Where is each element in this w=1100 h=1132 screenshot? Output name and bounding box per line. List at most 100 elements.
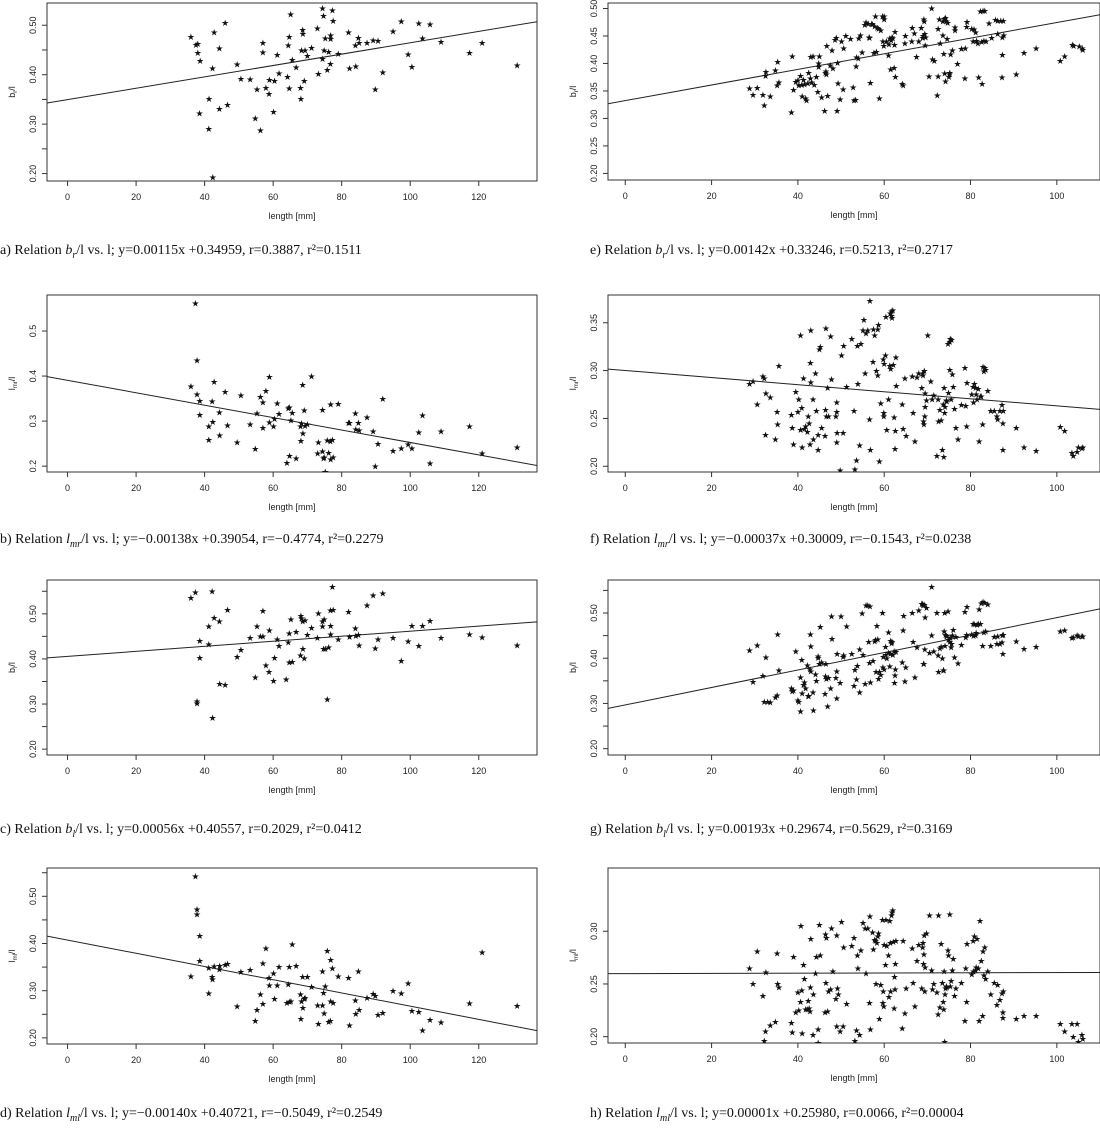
data-point: ★ bbox=[328, 583, 336, 593]
data-point: ★ bbox=[921, 42, 929, 52]
data-point: ★ bbox=[760, 698, 768, 708]
data-point: ★ bbox=[352, 425, 360, 435]
data-point: ★ bbox=[269, 677, 277, 687]
data-point: ★ bbox=[193, 699, 201, 709]
data-point: ★ bbox=[997, 17, 1005, 27]
data-point: ★ bbox=[977, 957, 985, 967]
x-tick-label: 40 bbox=[793, 1054, 803, 1064]
data-point: ★ bbox=[798, 656, 806, 666]
y-axis-label: lmr/l bbox=[7, 377, 19, 391]
caption-c: c) Relation bl/l vs. l; y=0.00056x +0.40… bbox=[0, 822, 362, 840]
x-tick-label: 60 bbox=[268, 766, 278, 776]
data-point: ★ bbox=[866, 79, 874, 89]
data-point: ★ bbox=[408, 1007, 416, 1017]
data-point: ★ bbox=[948, 371, 956, 381]
data-point: ★ bbox=[837, 612, 845, 622]
data-point: ★ bbox=[860, 316, 868, 326]
x-tick-label: 60 bbox=[268, 1055, 278, 1065]
data-point: ★ bbox=[262, 387, 270, 397]
data-point: ★ bbox=[746, 84, 754, 94]
data-point: ★ bbox=[891, 985, 899, 995]
data-point: ★ bbox=[775, 983, 783, 993]
chart-panel-g: 0 20 40 60 80 100 0.20 0.30 0.40 0.50 length [mm] b… bbox=[550, 560, 1100, 842]
data-point: ★ bbox=[842, 32, 850, 42]
data-point: ★ bbox=[891, 41, 899, 51]
data-point: ★ bbox=[935, 417, 943, 427]
data-points: ★★★★★★★★★★★★★★★★★★★★★★★★★★★★★★★★★★★★★★★★… bbox=[746, 5, 1087, 119]
data-point: ★ bbox=[208, 714, 216, 724]
regression-equation: y=−0.00138x +0.39054, r=−0.4774, r²=0.22… bbox=[123, 532, 384, 547]
data-point: ★ bbox=[933, 452, 941, 462]
data-point: ★ bbox=[320, 453, 328, 463]
x-axis-label: length [mm] bbox=[268, 1074, 315, 1084]
data-point: ★ bbox=[837, 351, 845, 361]
data-point: ★ bbox=[861, 924, 869, 934]
data-point: ★ bbox=[954, 436, 962, 446]
data-point: ★ bbox=[887, 66, 895, 76]
data-point: ★ bbox=[764, 698, 772, 708]
data-point: ★ bbox=[319, 455, 327, 465]
data-point: ★ bbox=[839, 86, 847, 96]
data-point: ★ bbox=[355, 642, 363, 652]
data-point: ★ bbox=[328, 7, 336, 17]
data-point: ★ bbox=[437, 634, 445, 644]
data-point: ★ bbox=[873, 622, 881, 632]
data-point: ★ bbox=[919, 602, 927, 612]
x-tick-label: 120 bbox=[471, 766, 486, 776]
data-point: ★ bbox=[1061, 427, 1069, 437]
scatter-plot-b: 0 20 40 60 80 100 120 0.2 0.3 0.4 0.5 length [mm] lm… bbox=[7, 294, 538, 512]
data-point: ★ bbox=[193, 910, 201, 920]
data-point: ★ bbox=[891, 679, 899, 689]
data-point: ★ bbox=[974, 620, 982, 630]
data-point: ★ bbox=[949, 383, 957, 393]
data-point: ★ bbox=[270, 77, 278, 87]
data-point: ★ bbox=[888, 638, 896, 648]
data-point: ★ bbox=[753, 84, 761, 94]
data-point: ★ bbox=[833, 650, 841, 660]
x-tick-label: 20 bbox=[707, 1054, 717, 1064]
data-point: ★ bbox=[326, 438, 334, 448]
data-point: ★ bbox=[389, 987, 397, 997]
data-point: ★ bbox=[888, 312, 896, 322]
data-point: ★ bbox=[890, 648, 898, 658]
data-point: ★ bbox=[265, 974, 273, 984]
data-point: ★ bbox=[323, 696, 331, 706]
data-point: ★ bbox=[924, 331, 932, 341]
data-point: ★ bbox=[389, 27, 397, 37]
data-point: ★ bbox=[998, 51, 1006, 61]
x-tick-label: 100 bbox=[1049, 766, 1064, 776]
data-point: ★ bbox=[286, 452, 294, 462]
data-point: ★ bbox=[908, 373, 916, 383]
data-point: ★ bbox=[351, 42, 359, 52]
data-point: ★ bbox=[963, 603, 971, 613]
data-point: ★ bbox=[194, 49, 202, 59]
data-point: ★ bbox=[262, 944, 270, 954]
data-point: ★ bbox=[298, 47, 306, 57]
data-point: ★ bbox=[419, 34, 427, 44]
data-point: ★ bbox=[806, 359, 814, 369]
data-point: ★ bbox=[513, 62, 521, 72]
data-point: ★ bbox=[233, 61, 241, 71]
data-point: ★ bbox=[352, 632, 360, 642]
y-axis-label: br/l bbox=[568, 86, 580, 98]
data-point: ★ bbox=[269, 108, 277, 118]
data-point: ★ bbox=[970, 632, 978, 642]
scatter-plot-g: 0 20 40 60 80 100 0.20 0.30 0.40 0.50 length [mm] b… bbox=[568, 579, 1100, 795]
data-point: ★ bbox=[970, 26, 978, 36]
data-point: ★ bbox=[1032, 643, 1040, 653]
data-point: ★ bbox=[465, 630, 473, 640]
data-point: ★ bbox=[299, 381, 307, 391]
data-point: ★ bbox=[320, 615, 328, 625]
data-point: ★ bbox=[1056, 423, 1064, 433]
data-point: ★ bbox=[363, 39, 371, 49]
data-point: ★ bbox=[839, 653, 847, 663]
data-point: ★ bbox=[1079, 46, 1087, 56]
data-point: ★ bbox=[941, 991, 949, 1001]
data-point: ★ bbox=[902, 432, 910, 442]
data-point: ★ bbox=[919, 600, 927, 610]
data-point: ★ bbox=[325, 1018, 333, 1028]
data-point: ★ bbox=[975, 438, 983, 448]
data-point: ★ bbox=[796, 998, 804, 1008]
data-point: ★ bbox=[299, 645, 307, 655]
data-point: ★ bbox=[915, 370, 923, 380]
